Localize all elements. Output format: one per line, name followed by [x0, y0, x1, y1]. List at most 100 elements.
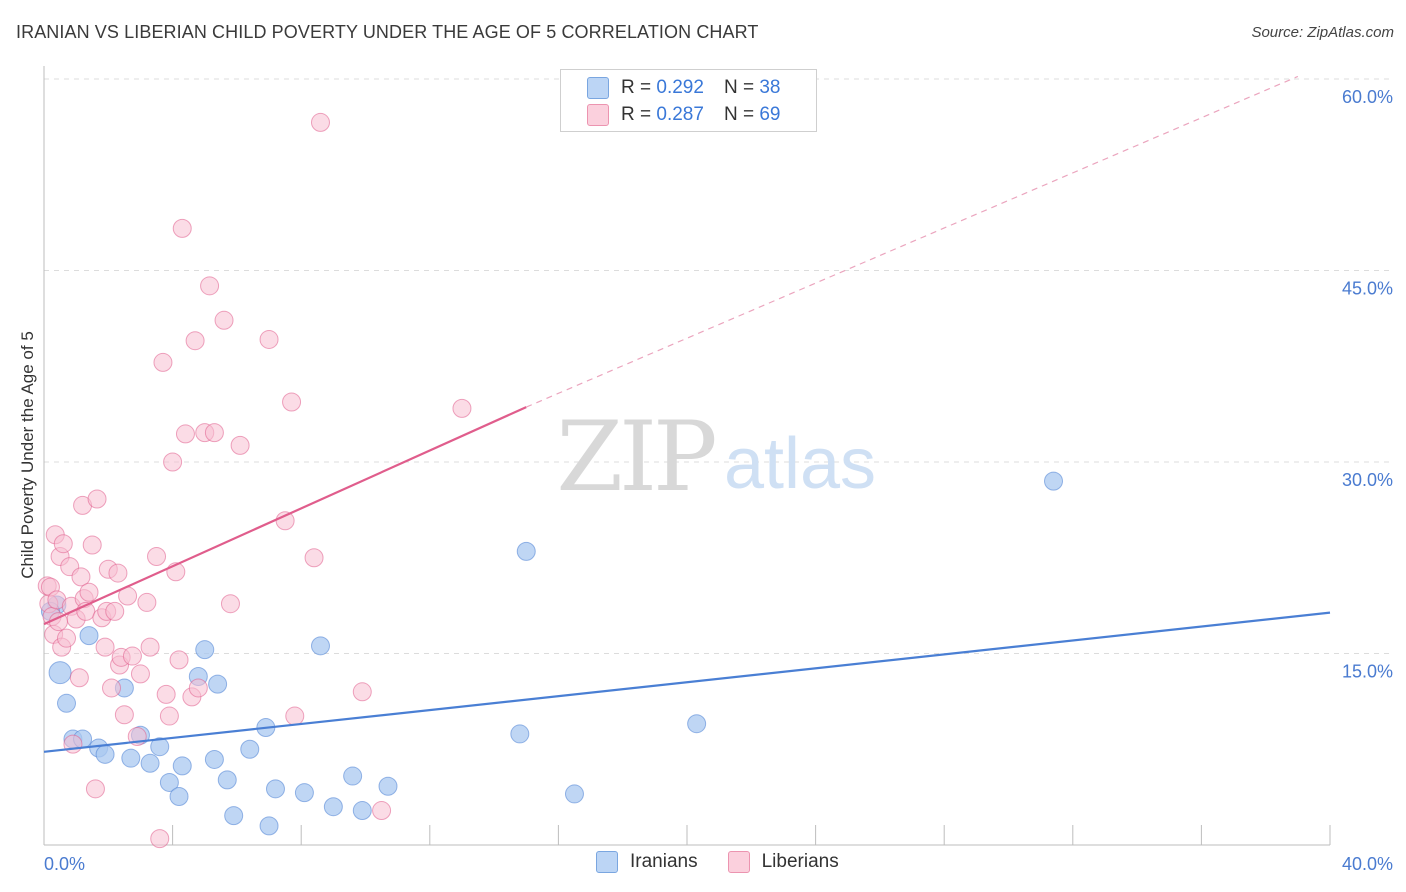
point-liberians	[156, 684, 176, 704]
watermark-zip: ZIP	[556, 401, 715, 513]
point-iranians	[516, 541, 536, 561]
point-liberians	[204, 423, 224, 443]
legend-label-iranians: Iranians	[630, 851, 698, 872]
point-liberians	[259, 329, 279, 349]
point-iranians	[240, 739, 260, 759]
y-tick-label: 60.0%	[1342, 87, 1393, 107]
legend-r-label: R =	[621, 77, 652, 98]
point-iranians	[1044, 471, 1064, 491]
legend-n-value-liberians: 69	[759, 104, 781, 125]
legend-swatch-iranians	[587, 77, 609, 99]
point-iranians	[224, 806, 244, 826]
y-tick-label: 15.0%	[1342, 662, 1393, 682]
correlation-legend: R = 0.292 N = 38 R = 0.287 N = 69	[560, 69, 817, 132]
point-liberians	[200, 276, 220, 296]
point-iranians	[195, 640, 215, 660]
point-iranians	[323, 797, 343, 817]
series-legend: Iranians Liberians	[596, 851, 869, 873]
point-liberians	[71, 567, 91, 587]
point-iranians	[310, 636, 330, 656]
point-iranians	[564, 784, 584, 804]
point-iranians	[265, 779, 285, 799]
legend-item-liberians[interactable]: Liberians	[727, 851, 839, 873]
watermark: ZIP atlas	[556, 401, 876, 513]
point-iranians	[169, 786, 189, 806]
legend-swatch-liberians	[727, 851, 750, 873]
legend-row-liberians: R = 0.287 N = 69	[587, 103, 780, 127]
point-liberians	[87, 489, 107, 509]
y-tick-label: 30.0%	[1342, 470, 1393, 490]
tick-labels: 15.0% 30.0% 45.0% 60.0% 0.0% 40.0%	[44, 87, 1393, 874]
legend-r-value-liberians: 0.287	[656, 104, 704, 125]
point-liberians	[172, 218, 192, 238]
data-points	[37, 112, 1064, 849]
point-iranians	[217, 770, 237, 790]
point-iranians	[159, 772, 179, 792]
axes	[43, 66, 1331, 846]
point-liberians	[137, 592, 157, 612]
legend-swatch-iranians	[596, 851, 618, 873]
chart-title: IRANIAN VS LIBERIAN CHILD POVERTY UNDER …	[16, 22, 759, 42]
point-iranians	[208, 674, 228, 694]
point-liberians	[285, 706, 305, 726]
source-label: Source: ZipAtlas.com	[1251, 24, 1394, 41]
trend-lines	[43, 75, 1331, 753]
point-liberians	[153, 352, 173, 372]
point-iranians	[687, 714, 707, 734]
point-liberians	[372, 801, 392, 821]
point-iranians	[48, 661, 72, 685]
point-liberians	[214, 310, 234, 330]
point-iranians	[121, 748, 141, 768]
point-liberians	[79, 582, 99, 602]
point-liberians	[185, 331, 205, 351]
point-liberians	[57, 628, 77, 648]
point-liberians	[452, 398, 472, 418]
point-liberians	[102, 678, 122, 698]
point-liberians	[130, 664, 150, 684]
point-liberians	[352, 682, 372, 702]
point-iranians	[57, 693, 77, 713]
point-liberians	[82, 535, 102, 555]
legend-swatch-liberians	[587, 104, 609, 126]
point-liberians	[122, 646, 142, 666]
point-liberians	[147, 546, 167, 566]
point-liberians	[169, 650, 189, 670]
legend-n-label: N =	[723, 104, 755, 125]
y-tick-label: 45.0%	[1342, 279, 1393, 299]
point-iranians	[150, 737, 170, 757]
point-liberians	[282, 392, 302, 412]
point-iranians	[294, 783, 314, 803]
point-iranians	[259, 816, 279, 836]
trend-extension-liberians	[526, 75, 1299, 408]
legend-r-value-iranians: 0.292	[656, 77, 704, 98]
grid-lines	[44, 78, 1393, 654]
legend-n-value-iranians: 38	[759, 77, 781, 98]
legend-item-iranians[interactable]: Iranians	[596, 851, 698, 873]
point-iranians	[204, 749, 224, 769]
legend-row-iranians: R = 0.292 N = 38	[587, 76, 780, 100]
trend-line-iranians	[43, 611, 1331, 753]
point-liberians	[105, 601, 125, 621]
x-tick-label-min: 0.0%	[44, 854, 85, 874]
point-liberians	[69, 668, 89, 688]
point-liberians	[95, 637, 115, 657]
legend-r-label: R =	[621, 104, 652, 125]
point-liberians	[114, 705, 134, 725]
point-liberians	[310, 112, 330, 132]
point-liberians	[188, 678, 208, 698]
point-iranians	[95, 744, 115, 764]
point-iranians	[172, 756, 192, 776]
point-iranians	[352, 801, 372, 821]
point-iranians	[378, 776, 398, 796]
point-liberians	[230, 435, 250, 455]
point-iranians	[343, 766, 363, 786]
point-liberians	[140, 637, 160, 657]
watermark-atlas: atlas	[724, 424, 876, 504]
point-liberians	[159, 706, 179, 726]
point-iranians	[79, 626, 99, 646]
x-tick-label-max: 40.0%	[1342, 854, 1393, 874]
point-liberians	[220, 594, 240, 614]
point-liberians	[150, 829, 170, 849]
point-liberians	[85, 779, 105, 799]
